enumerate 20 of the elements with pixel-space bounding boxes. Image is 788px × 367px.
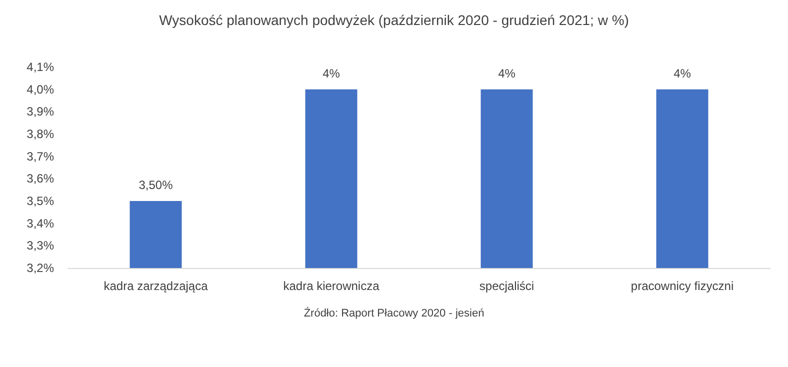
y-tick-label: 3,2% [26, 261, 54, 275]
chart-title: Wysokość planowanych podwyżek (październik 2020 - grudzień 2021; w %) [159, 12, 629, 28]
y-tick-label: 3,5% [26, 194, 54, 208]
x-tick-label: specjaliści [479, 279, 534, 293]
y-tick-label: 3,9% [26, 104, 54, 119]
x-tick-label: pracownicy fizyczni [630, 279, 734, 293]
y-tick-label: 4,0% [26, 82, 54, 96]
data-label: 4% [498, 66, 516, 80]
y-tick-label: 3,7% [26, 149, 54, 164]
text: Źródło: Raport Płacowy 2020 - jesień [304, 306, 484, 320]
y-tick-label: 3,6% [26, 172, 54, 186]
data-label: 3,50% [138, 178, 174, 192]
y-tick-label: 4,1% [26, 60, 54, 74]
data-label: 4% [674, 66, 692, 80]
data-label: 4% [322, 66, 340, 80]
x-tick-label: kadra kierownicza [283, 279, 380, 293]
y-tick-label: 3,4% [26, 216, 54, 230]
x-tick-label: kadra zarządzająca [104, 279, 208, 293]
y-tick-label: 3,8% [26, 127, 54, 141]
y-tick-label: 3,3% [26, 238, 54, 253]
